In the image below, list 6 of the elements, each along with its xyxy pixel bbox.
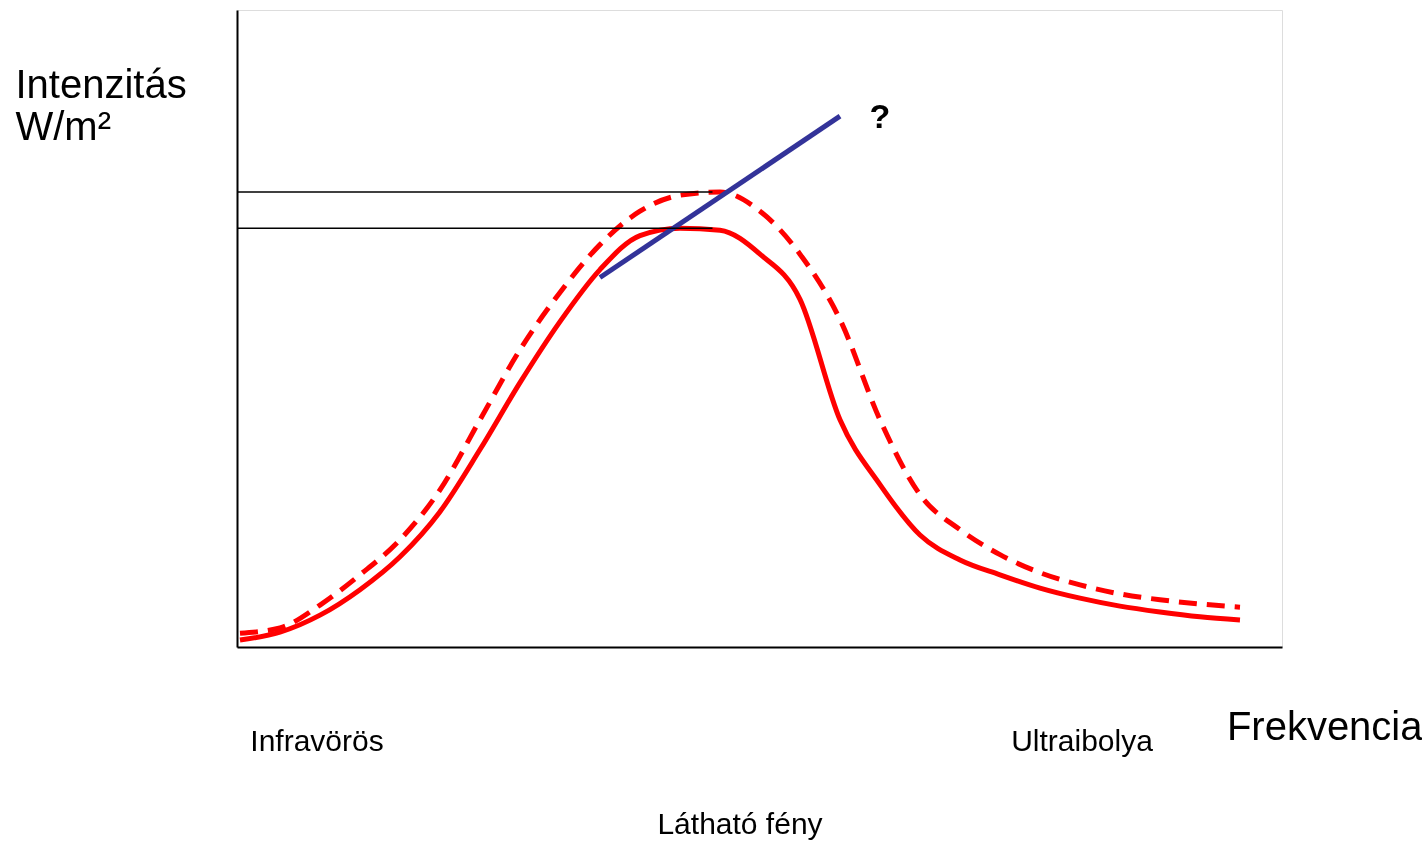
y-axis-title: Intenzitás W/m² bbox=[15, 61, 187, 148]
annotation: ? bbox=[869, 97, 891, 135]
text: Ultraibolya bbox=[1011, 724, 1154, 757]
text: Infravörös bbox=[250, 724, 384, 757]
text: Látható fény bbox=[657, 807, 823, 840]
x-axis-title: Frekvencia bbox=[1226, 703, 1424, 748]
